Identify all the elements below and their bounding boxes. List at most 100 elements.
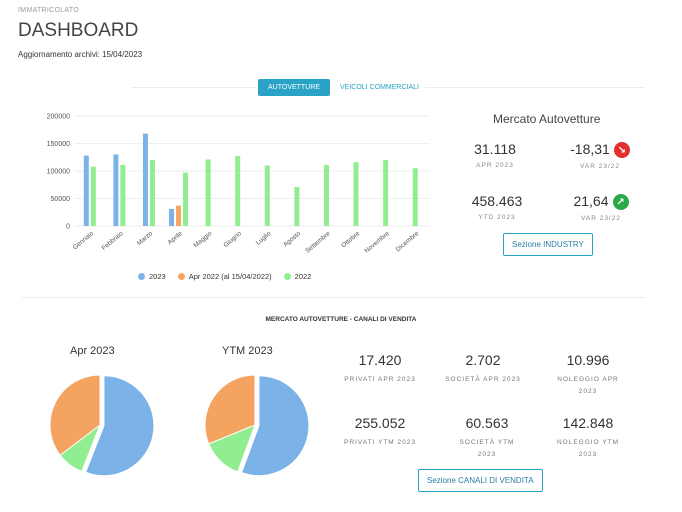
x-tick-label: Giugno <box>222 230 243 249</box>
page-eyebrow: IMMATRICOLATO <box>18 7 80 14</box>
pie-slice-noleggio[interactable] <box>49 374 101 456</box>
archive-update-info: Aggiornamento archivi: 15/04/2023 <box>18 50 142 59</box>
bar-2023-aprile[interactable] <box>169 208 175 226</box>
channel-kpi-privati-apr: 17.420 PRIVATI APR 2023 <box>330 352 430 386</box>
trend-down-icon: ↘ <box>613 142 630 159</box>
pie-title-ytm: YTM 2023 <box>222 345 273 357</box>
tabs-divider-left <box>132 87 256 88</box>
section-divider <box>22 297 646 298</box>
pie-title-apr: Apr 2023 <box>70 345 115 357</box>
channel-kpi-noleggio-apr: 10.996 NOLEGGIO APR 2023 <box>538 352 638 398</box>
channel-kpi-societa-ytm: 60.563 SOCIETÀ YTM 2023 <box>437 415 537 461</box>
channel-kpi-privati-ytm: 255.052 PRIVATI YTM 2023 <box>330 415 430 449</box>
legend-item-apr-2022[interactable]: Apr 2022 (al 15/04/2022) <box>177 272 272 281</box>
kpi-label: VAR 23/22 <box>581 215 621 223</box>
archive-update-label: Aggiornamento archivi: <box>18 50 100 59</box>
kpi-label: YTD 2023 <box>478 214 516 221</box>
y-tick-label: 100000 <box>47 169 70 176</box>
tab-autovetture[interactable]: AUTOVETTURE <box>258 79 330 96</box>
kpi-value: -18,31 <box>570 141 610 157</box>
bar-2023-gennaio[interactable] <box>83 155 89 226</box>
kpi-value-row: 21,64 ↗ <box>563 193 639 211</box>
kpi-apr-2023: 31.118 APR 2023 <box>465 141 525 169</box>
sales-channels-section-button[interactable]: Sezione CANALI DI VENDITA <box>418 469 543 492</box>
bar-apr-aprile[interactable] <box>176 205 182 226</box>
archive-update-date: 15/04/2023 <box>102 50 143 59</box>
x-tick-label: Marzo <box>136 230 155 247</box>
trend-up-icon: ↗ <box>612 194 629 211</box>
kpi-label: SOCIETÀ APR 2023 <box>445 376 521 383</box>
kpi-label: NOLEGGIO YTM 2023 <box>556 439 620 458</box>
kpi-value: 255.052 <box>354 415 406 431</box>
legend-item-2023[interactable]: 2023 <box>138 272 166 281</box>
vehicle-tabs: AUTOVETTURE VEICOLI COMMERCIALI <box>258 79 429 96</box>
kpi-label: APR 2023 <box>476 162 514 169</box>
channel-kpi-societa-apr: 2.702 SOCIETÀ APR 2023 <box>433 352 533 386</box>
x-tick-label: Ottobre <box>340 230 361 250</box>
pie-chart-apr <box>49 374 155 477</box>
market-title: Mercato Autovetture <box>493 112 601 126</box>
x-tick-label: Agosto <box>282 230 302 249</box>
bar-2022-agosto[interactable] <box>294 186 300 226</box>
kpi-value: 21,64 <box>573 193 609 209</box>
bar-2022-settembre[interactable] <box>323 164 329 226</box>
bar-2022-ottobre[interactable] <box>353 162 359 226</box>
channels-section-title: MERCATO AUTOVETTURE - CANALI DI VENDITA <box>265 316 417 323</box>
tabs-divider-right <box>425 87 645 88</box>
bar-2023-marzo[interactable] <box>142 133 148 226</box>
kpi-var-apr: -18,31 ↘ VAR 23/22 <box>560 141 640 170</box>
legend-dot-2023 <box>138 273 145 280</box>
y-tick-label: 200000 <box>47 114 70 121</box>
kpi-value-row: -18,31 ↘ <box>560 141 640 159</box>
tab-veicoli-commerciali[interactable]: VEICOLI COMMERCIALI <box>340 84 419 91</box>
bar-2022-novembre[interactable] <box>383 160 389 226</box>
legend-label-2023: 2023 <box>149 272 166 281</box>
legend-label-apr-2022: Apr 2022 (al 15/04/2022) <box>188 272 272 281</box>
x-tick-label: Aprile <box>167 230 185 246</box>
kpi-label: SOCIETÀ YTM 2023 <box>459 439 515 458</box>
y-tick-label: 0 <box>66 224 70 231</box>
kpi-value: 142.848 <box>562 415 614 431</box>
bar-2022-gennaio[interactable] <box>90 166 96 226</box>
x-tick-label: Dicembre <box>395 230 421 253</box>
y-tick-label: 50000 <box>51 196 71 203</box>
bar-2022-dicembre[interactable] <box>412 168 418 226</box>
bar-2022-aprile[interactable] <box>183 172 189 226</box>
bar-2022-luglio[interactable] <box>264 165 270 227</box>
kpi-label: PRIVATI YTM 2023 <box>344 439 416 446</box>
bar-2023-febbraio[interactable] <box>113 154 119 227</box>
pie-slice-privati[interactable] <box>84 375 155 477</box>
x-tick-label: Novembre <box>363 230 391 255</box>
kpi-value: 17.420 <box>358 352 402 368</box>
bar-2022-febbraio[interactable] <box>120 164 126 226</box>
pie-slice-noleggio[interactable] <box>204 374 256 445</box>
monthly-registrations-chart: 200000 150000 100000 50000 0 Gennaio Febbraio… <box>47 114 430 255</box>
x-tick-label: Febbraio <box>101 230 125 252</box>
kpi-ytd-2023: 458.463 YTD 2023 <box>462 193 532 221</box>
pie-slice-privati[interactable] <box>240 375 310 477</box>
bar-2022-marzo[interactable] <box>149 160 155 226</box>
bar-2022-maggio[interactable] <box>205 159 211 226</box>
bar-2022-giugno[interactable] <box>235 156 241 226</box>
kpi-value: 60.563 <box>465 415 509 431</box>
x-tick-label: Luglio <box>255 230 273 247</box>
kpi-value: 10.996 <box>566 352 610 368</box>
y-tick-label: 150000 <box>47 141 70 148</box>
kpi-value: 31.118 <box>474 141 516 157</box>
legend-dot-2022 <box>283 273 291 280</box>
kpi-value: 2.702 <box>465 352 501 368</box>
chart-legend: 2023 Apr 2022 (al 15/04/2022) 2022 <box>138 272 311 281</box>
pie-chart-ytm <box>204 374 310 477</box>
industry-section-button[interactable]: Sezione INDUSTRY <box>503 233 593 256</box>
kpi-var-ytd: 21,64 ↗ VAR 23/22 <box>563 193 639 222</box>
kpi-label: VAR 23/22 <box>580 163 620 171</box>
channel-kpi-noleggio-ytm: 142.848 NOLEGGIO YTM 2023 <box>538 415 638 461</box>
page-title: DASHBOARD <box>18 20 139 41</box>
kpi-value: 458.463 <box>471 193 523 209</box>
x-tick-label: Gennaio <box>72 230 96 251</box>
kpi-label: PRIVATI APR 2023 <box>344 376 416 383</box>
x-tick-label: Maggio <box>193 230 214 249</box>
legend-item-2022[interactable]: 2022 <box>283 272 311 281</box>
legend-dot-apr-2022 <box>177 273 185 280</box>
x-tick-label: Settembre <box>304 230 332 255</box>
